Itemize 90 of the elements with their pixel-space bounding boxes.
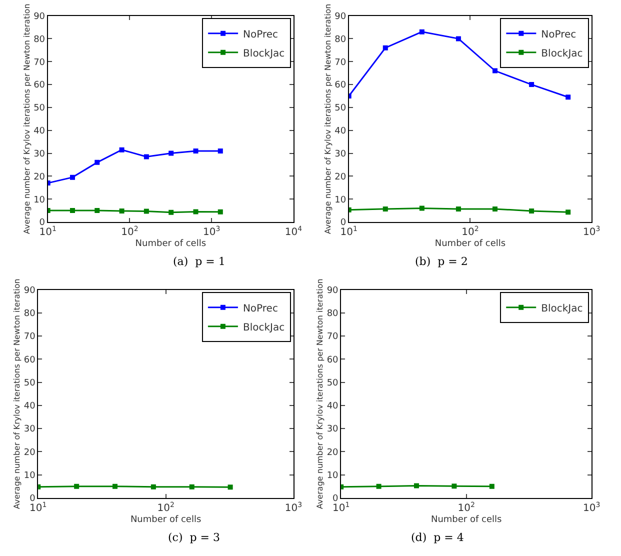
point [492,206,498,212]
point [193,148,198,154]
point [218,209,223,214]
point [492,68,498,74]
point [70,174,75,180]
y-tick-label: 20 [334,172,346,182]
point [119,147,124,152]
text: (d) p = 4 [411,531,464,544]
y-tick-label: 70 [334,58,346,68]
y-tick-label: 60 [334,80,346,91]
x-tick-label: 10$^{3}$ [583,224,600,238]
y-tick-label: 40 [24,402,36,412]
y-tick-label: 30 [34,149,46,160]
point [168,150,174,156]
y-tick-label: 50 [34,104,46,114]
x-axis-title: Number of cells [130,514,202,525]
legend-label: NoPrec [242,303,278,314]
x-tick-label: 10$^{2}$ [121,224,138,238]
text: (a) p = 1 [173,255,226,268]
point [94,160,100,165]
y-tick-label: 30 [334,149,346,160]
y-tick-label: 90 [326,286,339,296]
legend-label: BlockJac [243,48,285,60]
legend-label: NoPrec [243,29,278,40]
point [70,208,75,214]
point [529,208,534,214]
y-tick-label: 80 [326,309,339,320]
point [168,210,174,215]
text: (c) p = 3 [168,531,220,544]
x-axis-title: Number of cells [135,238,206,249]
x-tick-label: 10$^{3}$ [583,500,600,514]
y-tick-label: 80 [34,34,46,45]
y-tick-label: 50 [334,104,346,114]
point [566,94,571,100]
y-tick-label: 70 [24,332,36,342]
y-tick-label: 40 [326,402,339,412]
y-tick-label: 20 [24,448,36,458]
legend-label: BlockJac [242,322,285,334]
y-tick-label: 90 [24,286,36,296]
y-axis-title: Average number of Krylov iterations per Newton iteration [22,4,32,234]
y-tick-label: 40 [334,126,346,137]
y-axis-title: Average number of Krylov iterations per Newton iteration [12,278,22,510]
y-tick-label: 10 [24,470,36,481]
point [456,36,461,42]
x-axis-title: Number of cells [430,514,502,525]
point [382,206,388,212]
point [529,82,534,88]
legend-label: NoPrec [541,29,576,40]
point [419,29,424,34]
y-axis-title: Average number of Krylov iterations per Newton iteration [316,278,325,510]
y-tick-label: 30 [24,424,36,435]
x-tick-label: 10$^{3}$ [284,500,302,514]
y-axis-title: Average number of Krylov iterations per Newton iteration [323,4,332,234]
legend-label: BlockJac [541,48,583,60]
y-tick-label: 80 [334,34,346,45]
y-tick-label: 20 [326,448,339,458]
text: (b) p = 2 [415,255,468,268]
y-tick-label: 60 [24,355,36,366]
point [193,209,198,214]
point [218,148,223,154]
y-tick-label: 80 [24,309,36,320]
x-tick-label: 10$^{2}$ [462,224,479,238]
point [566,210,571,215]
y-tick-label: 90 [34,12,46,22]
y-tick-label: 50 [326,378,339,388]
y-tick-label: 40 [34,126,46,137]
y-tick-label: 10 [34,195,46,206]
y-tick-label: 70 [34,58,46,68]
x-tick-label: 10$^{4}$ [284,224,303,238]
y-tick-label: 50 [24,378,36,388]
legend-label: BlockJac [541,303,583,314]
point [382,45,388,50]
y-tick-label: 60 [326,355,339,366]
y-tick-label: 90 [334,12,346,22]
point [144,208,149,214]
x-tick-label: 10$^{2}$ [458,500,475,514]
point [94,208,100,214]
y-tick-label: 30 [326,424,339,435]
y-tick-label: 20 [34,172,46,182]
y-tick-label: 60 [34,80,46,91]
y-tick-label: 10 [334,195,346,206]
point [144,154,149,160]
point [119,208,124,214]
x-axis-title: Number of cells [434,238,506,249]
point [456,206,461,212]
y-tick-label: 10 [326,470,339,481]
x-tick-label: 10$^{3}$ [203,224,220,238]
x-tick-label: 10$^{2}$ [157,500,174,514]
point [419,206,424,211]
y-tick-label: 70 [326,332,339,342]
